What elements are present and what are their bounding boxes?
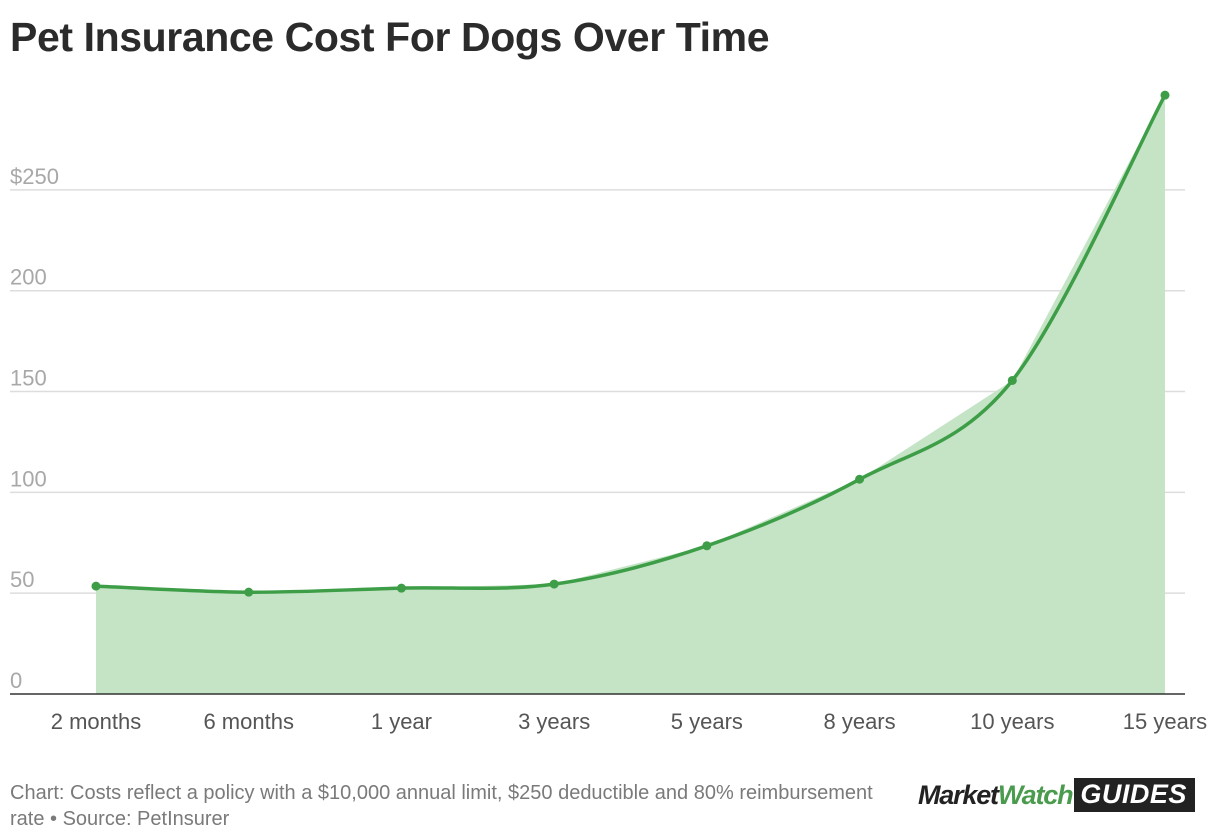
y-tick-label: 50	[10, 567, 34, 592]
data-point-10-years	[1007, 375, 1017, 385]
data-point-5-years	[702, 541, 712, 551]
series-line	[94, 93, 1167, 594]
data-point-6-months	[244, 587, 254, 597]
chart-title: Pet Insurance Cost For Dogs Over Time	[10, 14, 770, 60]
logo-market-text: Market	[918, 779, 999, 810]
y-tick-label: $250	[10, 164, 59, 189]
y-tick-label: 200	[10, 265, 47, 290]
data-point-15-years	[1160, 90, 1170, 100]
logo-watch-text: Watch	[997, 779, 1074, 810]
marketwatch-guides-logo: MarketWatch GUIDES	[918, 778, 1195, 812]
logo-marketwatch: MarketWatch	[918, 779, 1074, 811]
data-point-3-years	[549, 579, 559, 589]
chart-svg: 0 50 100 150 200 $250 2 months 6 months 1 year 3…	[10, 90, 1207, 734]
data-points	[91, 90, 1170, 597]
x-tick-label: 3 years	[518, 709, 590, 734]
chart-footnote: Chart: Costs reflect a policy with a $10…	[10, 782, 873, 830]
area-fill	[96, 95, 1165, 695]
x-tick-label: 1 year	[371, 709, 432, 734]
x-tick-label: 2 months	[51, 709, 142, 734]
x-tick-label: 8 years	[823, 709, 895, 734]
x-tick-label: 5 years	[671, 709, 743, 734]
x-tick-label: 10 years	[970, 709, 1054, 734]
y-tick-labels: 0 50 100 150 200 $250	[10, 164, 59, 693]
data-point-1-year	[396, 583, 406, 593]
y-tick-label: 0	[10, 668, 22, 693]
y-tick-label: 150	[10, 366, 47, 391]
x-tick-labels: 2 months 6 months 1 year 3 years 5 years 8 ye…	[51, 709, 1207, 734]
logo-guides-badge: GUIDES	[1074, 778, 1195, 812]
x-tick-label: 6 months	[203, 709, 294, 734]
data-point-8-years	[855, 474, 865, 484]
y-tick-label: 100	[10, 466, 47, 491]
x-tick-label: 15 years	[1123, 709, 1207, 734]
data-point-2-months	[91, 581, 101, 591]
